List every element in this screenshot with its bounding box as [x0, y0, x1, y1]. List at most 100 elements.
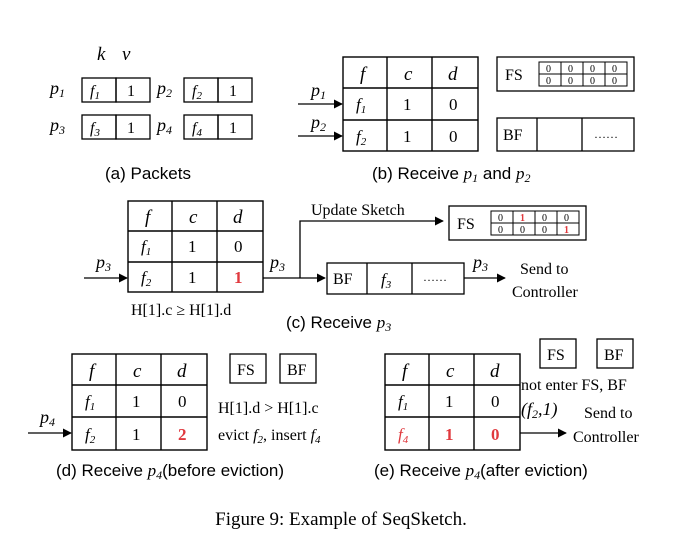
evict-flow: f: [253, 427, 260, 444]
col-header-c: c: [404, 64, 413, 85]
svg-text:f3: f3: [90, 120, 100, 139]
output-label-sub: 3: [481, 260, 488, 274]
svg-text:p4: p4: [38, 407, 55, 429]
cell-f: f: [398, 392, 405, 411]
fs-bit: 0: [542, 213, 547, 224]
caption-d-prefix: (d) Receive: [56, 461, 148, 480]
packet-value: 1: [127, 83, 135, 100]
sketch-table-e: [384, 353, 521, 451]
controller-text: Controller: [573, 429, 639, 446]
panel-d: f c d f1 1 0 f2 1 2 p4 FS BF H[1].d > H[…: [28, 353, 321, 482]
col-header-c: c: [446, 361, 455, 382]
bf-dots: ……: [423, 270, 447, 284]
caption-c-p: p: [376, 313, 386, 332]
packet-key-sub: 1: [94, 90, 100, 102]
cell-f-sub: 2: [361, 136, 367, 148]
packet-key: f: [192, 120, 199, 137]
packet-label-sub: 4: [166, 123, 172, 137]
caption-a: (a) Packets: [105, 164, 191, 183]
packet-label: p: [155, 115, 166, 135]
evict-flow-sub: 2: [258, 434, 264, 446]
packet-key: f: [90, 120, 97, 137]
svg-text:p2: p2: [155, 78, 172, 100]
input-label-sub: 1: [320, 88, 326, 102]
evict-text: evict: [218, 427, 253, 444]
cell-f-sub: 1: [146, 246, 152, 258]
fs-box-c: FS 0 1 0 0 0 0 0 1: [448, 205, 587, 241]
cell-f-sub: 1: [403, 401, 409, 413]
packet-key: f: [192, 83, 199, 100]
condition-d: H[1].d > H[1].c: [218, 400, 319, 417]
col-header-f: f: [145, 207, 153, 228]
panel-c: f c d f1 1 0 f2 1 1 p3 p3 Update Sketch …: [84, 200, 587, 334]
fs-bit: 0: [546, 76, 551, 87]
cell-f-sub: 2: [146, 277, 152, 289]
svg-text:f1: f1: [90, 83, 100, 102]
bf-item-sub: 3: [385, 279, 392, 291]
svg-text:f3: f3: [381, 270, 392, 291]
input-label: p: [38, 407, 49, 427]
svg-text:f2: f2: [141, 268, 152, 289]
header-v: v: [122, 44, 131, 65]
packet-label-sub: 1: [59, 86, 65, 100]
cell-d: 0: [449, 127, 458, 146]
packet-key-sub: 2: [196, 90, 202, 102]
col-header-c: c: [133, 361, 142, 382]
caption-e-prefix: (e) Receive: [374, 461, 466, 480]
cell-c: 1: [188, 237, 197, 256]
cell-d: 0: [234, 237, 243, 256]
caption-b-prefix: (b) Receive: [372, 164, 464, 183]
svg-text:f4: f4: [192, 120, 202, 139]
bf-item: f: [381, 270, 388, 289]
fs-label: FS: [237, 362, 255, 379]
bf-box-c: BF f3 ……: [326, 262, 465, 295]
condition-c: H[1].c ≥ H[1].d: [131, 302, 231, 319]
fs-bit: 0: [520, 225, 525, 236]
svg-text:p2: p2: [309, 112, 326, 134]
fs-bit: 0: [546, 64, 551, 75]
col-header-f: f: [89, 361, 97, 382]
output-label: p: [268, 252, 279, 272]
cell-d-highlight: 0: [491, 425, 500, 444]
packet-key-sub: 3: [93, 127, 100, 139]
fs-bit: 0: [568, 76, 573, 87]
cell-f: f: [141, 268, 148, 287]
send-to-text: Send to: [584, 405, 632, 422]
packet-value: 1: [229, 83, 237, 100]
fs-bit: 0: [498, 213, 503, 224]
caption-b-and: and: [478, 164, 516, 183]
cell-c: 1: [445, 392, 454, 411]
output-label-sub: 3: [278, 260, 285, 274]
cell-c: 1: [403, 127, 412, 146]
evicted-pair: (f: [521, 399, 535, 420]
svg-text:p3: p3: [471, 252, 488, 274]
svg-text:f2: f2: [356, 127, 367, 148]
input-label: p: [309, 80, 320, 100]
caption-b-p-sub: 1: [472, 171, 478, 185]
bf-label: BF: [604, 347, 624, 364]
cell-c: 1: [132, 392, 141, 411]
cell-f-sub: 2: [90, 434, 96, 446]
fs-bit: 0: [498, 225, 503, 236]
caption-b-p-sub: 2: [524, 171, 530, 185]
sketch-table-d: [71, 353, 208, 451]
cell-d: 0: [491, 392, 500, 411]
evicted-pair-end: ,1): [538, 399, 558, 420]
fs-bit: 0: [564, 213, 569, 224]
input-label-sub: 2: [320, 120, 326, 134]
packet-key-sub: 4: [196, 127, 202, 139]
caption-e-p: p: [465, 461, 475, 480]
cell-f: f: [356, 127, 363, 146]
output-label: p: [471, 252, 482, 272]
cell-f-highlight: f: [398, 425, 405, 444]
insert-flow: f: [311, 427, 318, 444]
bf-label: BF: [287, 362, 307, 379]
insert-flow-sub: 4: [315, 434, 321, 446]
packet-p1: p1 f1 1: [48, 77, 151, 103]
packet-label-sub: 3: [58, 123, 65, 137]
svg-text:f1: f1: [356, 95, 366, 116]
cell-f-sub-highlight: 4: [403, 434, 409, 446]
not-enter-note: not enter FS, BF: [521, 377, 627, 394]
fs-bit: 0: [612, 64, 617, 75]
